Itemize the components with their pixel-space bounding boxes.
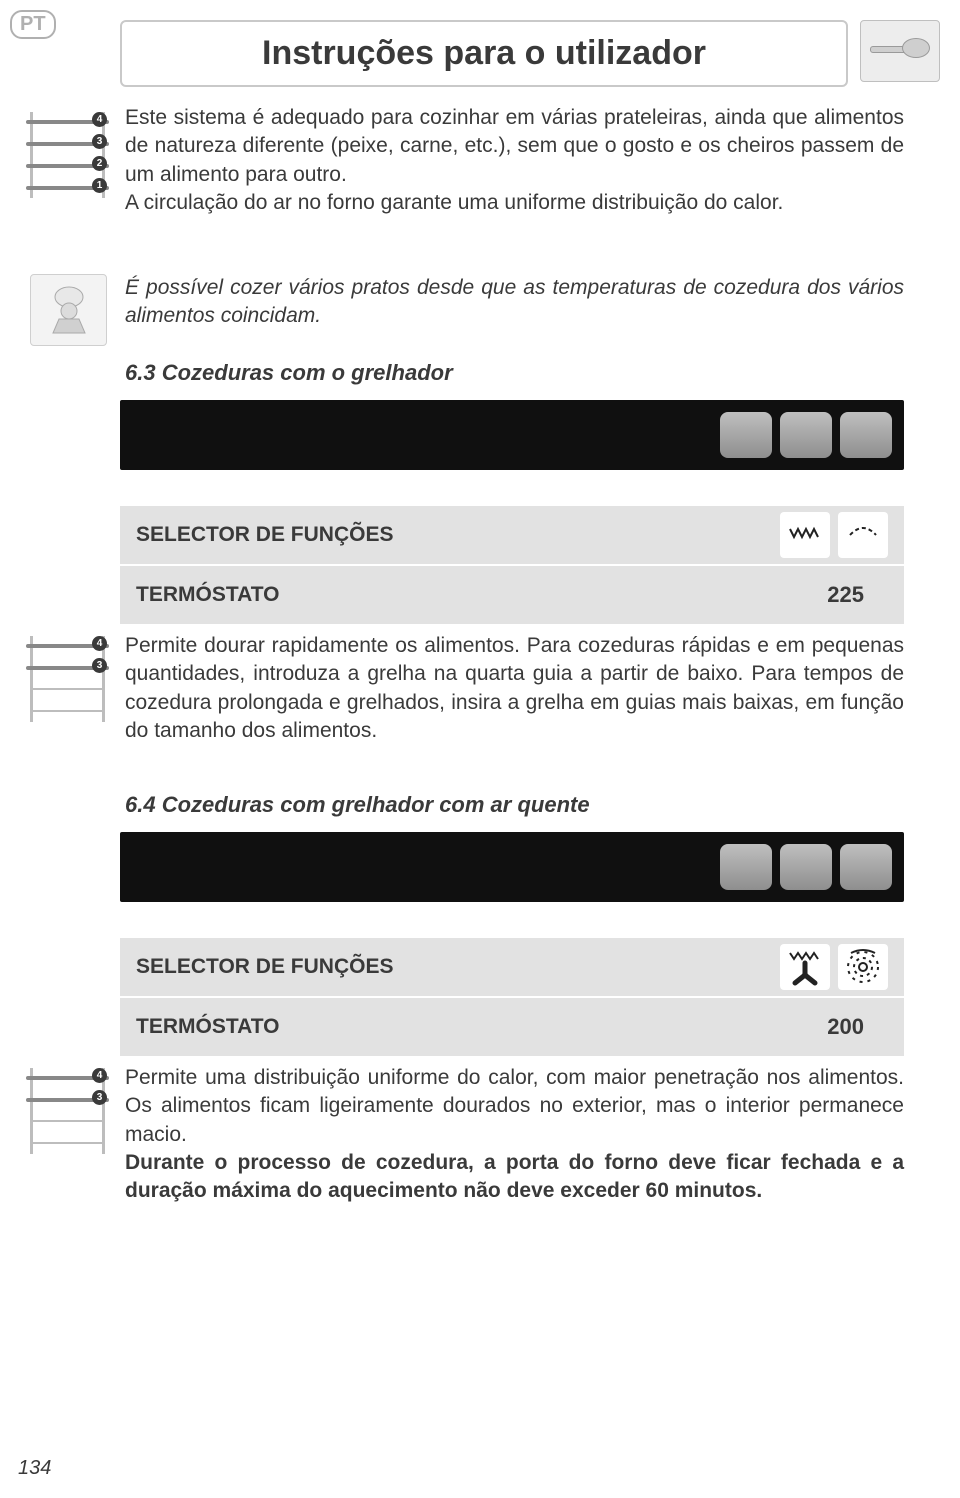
section-6-4-body: Permite uma distribuição uniforme do cal… <box>125 1064 904 1206</box>
selector-label: SELECTOR DE FUNÇÕES <box>136 523 393 547</box>
grill-fan-icon <box>780 944 830 990</box>
section-6-4-heading: 6.4 Cozeduras com grelhador com ar quent… <box>125 792 590 818</box>
chef-tip-icon <box>30 274 107 346</box>
thermostat-row-6-4: TERMÓSTATO 200 <box>120 996 904 1058</box>
grill-dashed-icon <box>838 512 888 558</box>
radiant-fan-icon <box>838 944 888 990</box>
section-6-4-body-text: Permite uma distribuição uniforme do cal… <box>125 1066 904 1146</box>
shelf-diagram-6-4: 4 3 <box>30 1068 105 1154</box>
food-illustration-bar <box>120 400 904 470</box>
chef-hat-spoon-icon <box>860 20 940 82</box>
thermostat-label-2: TERMÓSTATO <box>136 1015 280 1039</box>
page-number: 134 <box>18 1457 51 1480</box>
shelf-diagram-6-3: 4 3 <box>30 636 105 722</box>
thermostat-label: TERMÓSTATO <box>136 583 280 607</box>
intro-paragraph: Este sistema é adequado para cozinhar em… <box>125 104 904 217</box>
thermostat-row-6-3: TERMÓSTATO 225 <box>120 564 904 626</box>
selector-label-2: SELECTOR DE FUNÇÕES <box>136 955 393 979</box>
thermostat-value-6-4: 200 <box>827 1014 864 1040</box>
selector-icons-2 <box>780 944 888 990</box>
grill-top-icon <box>780 512 830 558</box>
food-illustration-bar-2 <box>120 832 904 902</box>
section-6-4-bold-warning: Durante o processo de cozedura, a porta … <box>125 1151 904 1202</box>
tip-note: É possível cozer vários pratos desde que… <box>125 274 904 331</box>
page-title-box: Instruções para o utilizador <box>120 20 848 87</box>
section-6-3-body: Permite dourar rapidamente os alimentos.… <box>125 632 904 745</box>
thermostat-value-6-3: 225 <box>827 582 864 608</box>
section-6-3-heading: 6.3 Cozeduras com o grelhador <box>125 360 453 386</box>
shelf-diagram-intro: 4 3 2 1 <box>30 112 105 198</box>
selector-icons <box>780 512 888 558</box>
selector-row-6-3: SELECTOR DE FUNÇÕES <box>120 504 904 566</box>
selector-row-6-4: SELECTOR DE FUNÇÕES <box>120 936 904 998</box>
language-badge: PT <box>10 10 56 39</box>
page-title: Instruções para o utilizador <box>132 34 836 73</box>
